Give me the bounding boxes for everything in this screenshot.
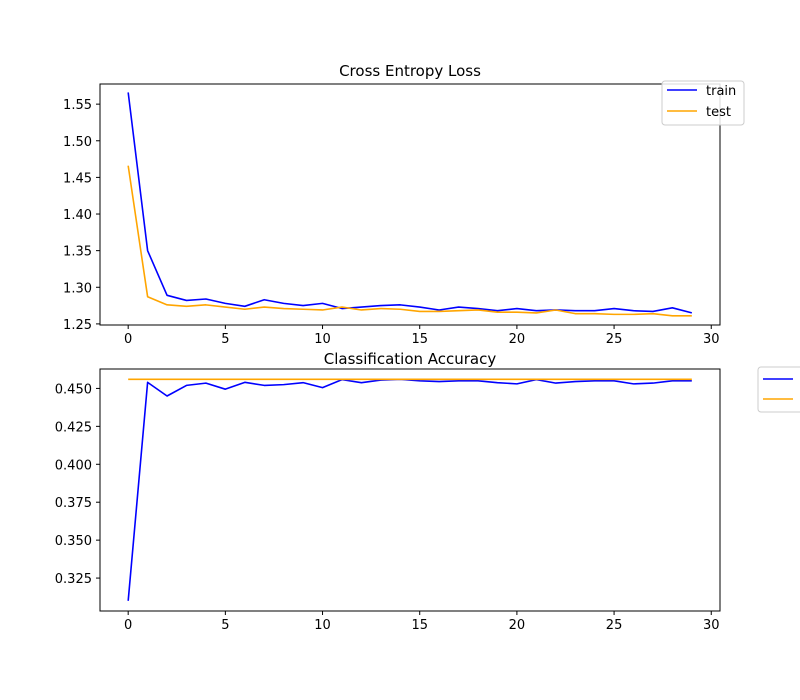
loss-x-tick-label: 0	[124, 332, 132, 347]
loss-series-test-line	[127, 165, 692, 317]
accuracy-subplot: Classification Accuracy 0 5 10 15 20 25 30 0.32…	[55, 350, 800, 633]
loss-x-tick-label: 5	[221, 332, 229, 347]
loss-series-train-line	[127, 92, 693, 314]
accuracy-plot-frame	[99, 368, 721, 612]
accuracy-legend-box	[757, 366, 800, 413]
accuracy-series-group	[127, 378, 692, 601]
loss-x-tick-label: 15	[411, 332, 428, 347]
accuracy-x-tick-label: 5	[221, 618, 229, 633]
loss-y-tick-label: 1.35	[63, 245, 92, 260]
loss-y-tick-label: 1.40	[63, 208, 92, 223]
loss-x-tick-label: 30	[703, 332, 720, 347]
loss-x-tick-label: 25	[606, 332, 623, 347]
loss-x-tick-label: 10	[314, 332, 331, 347]
accuracy-y-tick-label: 0.325	[55, 572, 92, 587]
loss-subplot: Cross Entropy Loss 0 5 10 15 20 25 30 1.25 1.30 1…	[63, 62, 745, 347]
loss-y-tick-label: 1.30	[63, 281, 92, 296]
loss-axis-ticks: 0 5 10 15 20 25 30 1.25 1.30 1.35 1.40 1.45 1.50 1.55	[63, 98, 719, 347]
accuracy-chart-title: Classification Accuracy	[324, 350, 497, 368]
accuracy-x-tick-label: 15	[411, 618, 428, 633]
accuracy-y-tick-label: 0.425	[55, 420, 92, 435]
accuracy-y-tick-label: 0.350	[55, 534, 92, 549]
loss-plot-frame	[99, 83, 721, 326]
accuracy-y-tick-label: 0.375	[55, 496, 92, 511]
loss-legend-train-label: train	[706, 84, 736, 99]
loss-legend: train test	[661, 80, 745, 126]
accuracy-axis-ticks: 0 5 10 15 20 25 30 0.325 0.350 0.375 0.400 0.425 0.4…	[55, 382, 720, 633]
accuracy-y-tick-label: 0.450	[55, 382, 92, 397]
loss-chart-title: Cross Entropy Loss	[339, 62, 481, 80]
loss-y-tick-label: 1.50	[63, 135, 92, 150]
loss-legend-box	[661, 80, 745, 126]
accuracy-legend	[757, 366, 800, 413]
accuracy-x-tick-label: 25	[606, 618, 623, 633]
loss-series-group	[127, 92, 693, 317]
loss-y-tick-label: 1.25	[63, 318, 92, 333]
accuracy-x-tick-label: 30	[703, 618, 720, 633]
accuracy-x-tick-label: 10	[314, 618, 331, 633]
accuracy-x-tick-label: 20	[509, 618, 526, 633]
loss-y-tick-label: 1.45	[63, 171, 92, 186]
accuracy-y-tick-label: 0.400	[55, 458, 92, 473]
accuracy-x-tick-label: 0	[124, 618, 132, 633]
loss-legend-test-label: test	[706, 105, 731, 120]
loss-x-tick-label: 20	[509, 332, 526, 347]
loss-y-tick-label: 1.55	[63, 98, 92, 113]
